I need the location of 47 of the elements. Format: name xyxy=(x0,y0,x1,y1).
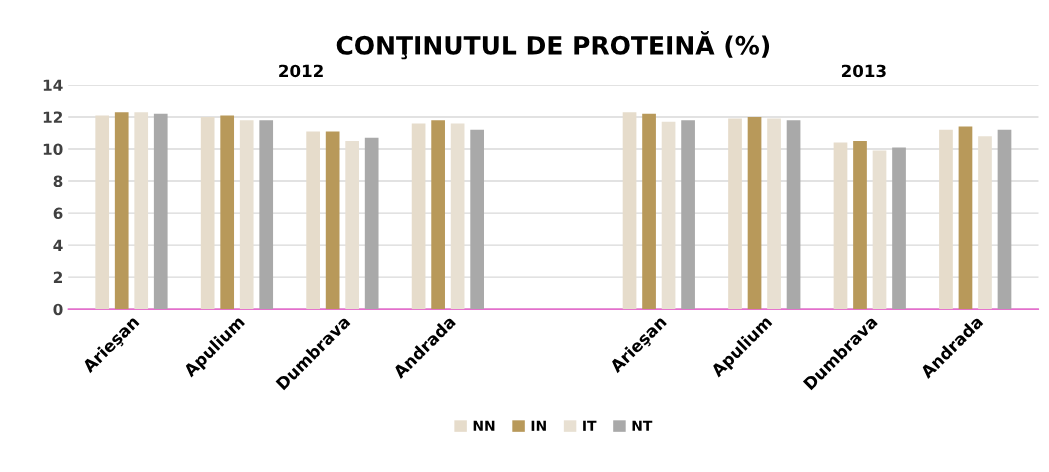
chart-title: CONŢINUTUL DE PROTEINĂ (%) xyxy=(336,31,770,60)
y-tick-label: 0 xyxy=(53,303,63,316)
y-tick-label: 14 xyxy=(43,79,63,91)
bar xyxy=(747,116,762,310)
bar xyxy=(728,118,742,310)
y-tick-label: 8 xyxy=(53,175,63,188)
bar xyxy=(833,142,848,310)
bar xyxy=(411,123,426,310)
bar xyxy=(997,129,1012,310)
bar xyxy=(431,120,445,310)
y-tick-label: 2 xyxy=(53,271,62,283)
bar xyxy=(939,129,953,310)
bar xyxy=(958,126,973,310)
bar xyxy=(95,115,110,310)
bar xyxy=(200,116,215,310)
bar xyxy=(786,120,801,310)
bar xyxy=(220,115,235,310)
legend-label: NT xyxy=(632,420,653,431)
bar xyxy=(450,123,465,310)
y-tick-label: 4 xyxy=(53,239,63,251)
bar xyxy=(153,113,168,310)
bar xyxy=(622,112,637,310)
y-tick-label: 10 xyxy=(43,143,63,156)
bar xyxy=(767,118,781,310)
legend-label: IN xyxy=(531,420,546,431)
bar xyxy=(364,137,379,310)
y-tick-label: 12 xyxy=(43,111,62,123)
bar xyxy=(306,131,320,310)
y-tick-label: 6 xyxy=(53,207,63,220)
bar xyxy=(325,131,340,310)
bar xyxy=(259,120,274,310)
bar xyxy=(470,129,484,310)
bar xyxy=(134,112,149,310)
bar xyxy=(681,120,695,310)
legend-label: NN xyxy=(473,420,495,431)
bar xyxy=(239,120,254,310)
legend-label: IT xyxy=(583,420,597,431)
bar xyxy=(892,147,906,310)
bar xyxy=(114,112,129,310)
bar xyxy=(345,141,360,310)
bar xyxy=(978,136,992,310)
text: 2013 xyxy=(841,64,886,78)
bar xyxy=(853,141,867,310)
bar xyxy=(661,121,676,310)
text: 2012 xyxy=(279,64,323,78)
bar xyxy=(642,113,656,310)
bar xyxy=(872,150,887,310)
